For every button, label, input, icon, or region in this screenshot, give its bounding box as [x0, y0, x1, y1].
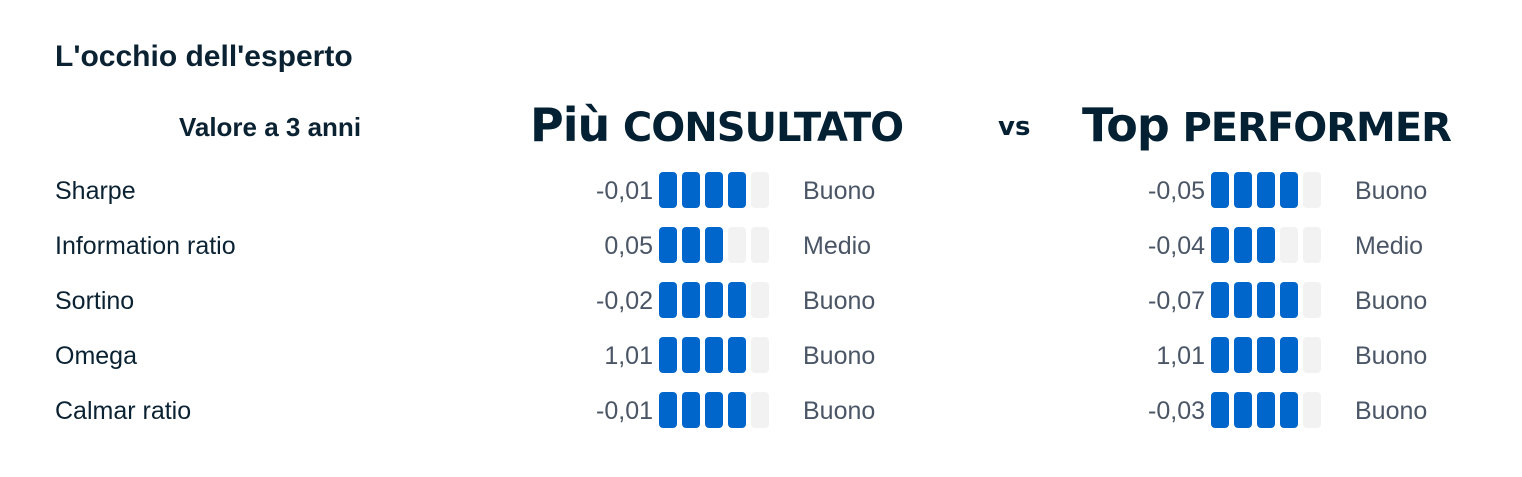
- rating-segment-empty: [1303, 282, 1321, 318]
- metric-label: Information ratio: [55, 232, 236, 260]
- right-status: Buono: [1355, 287, 1428, 315]
- rating-segment-filled: [1257, 337, 1275, 373]
- right-rating-bars: [1211, 392, 1321, 428]
- rating-segment-filled: [705, 282, 723, 318]
- right-rating-bars: [1211, 337, 1321, 373]
- rating-segment-filled: [728, 392, 746, 428]
- rating-segment-filled: [728, 172, 746, 208]
- right-value: -0,07: [1148, 287, 1205, 315]
- left-status: Medio: [803, 232, 872, 260]
- rating-segment-filled: [728, 282, 746, 318]
- rating-segment-filled: [705, 337, 723, 373]
- rating-segment-filled: [728, 337, 746, 373]
- rating-segment-filled: [659, 392, 677, 428]
- rating-segment-filled: [659, 227, 677, 263]
- header-left-rest: CONSULTATO: [622, 105, 904, 151]
- rating-segment-filled: [659, 337, 677, 373]
- rating-segment-filled: [1280, 282, 1298, 318]
- rating-segment-empty: [751, 172, 769, 208]
- left-value: 0,05: [604, 232, 653, 260]
- right-status: Buono: [1355, 177, 1428, 205]
- rating-segment-filled: [1211, 392, 1229, 428]
- metric-row: Sortino -0,02 Buono -0,07 Buono: [0, 280, 1522, 320]
- rating-segment-empty: [728, 227, 746, 263]
- rating-segment-filled: [1211, 337, 1229, 373]
- right-rating-bars: [1211, 227, 1321, 263]
- left-rating-bars: [659, 227, 769, 263]
- rating-segment-filled: [1211, 227, 1229, 263]
- right-rating-bars: [1211, 282, 1321, 318]
- right-value: -0,03: [1148, 397, 1205, 425]
- rating-segment-filled: [682, 392, 700, 428]
- rating-segment-filled: [1257, 227, 1275, 263]
- rating-segment-empty: [751, 282, 769, 318]
- rating-segment-empty: [751, 337, 769, 373]
- rating-segment-filled: [682, 227, 700, 263]
- rating-segment-filled: [1234, 227, 1252, 263]
- left-rating-bars: [659, 337, 769, 373]
- rating-segment-filled: [705, 172, 723, 208]
- rating-segment-empty: [1303, 227, 1321, 263]
- rating-segment-filled: [1211, 172, 1229, 208]
- right-status: Buono: [1355, 342, 1428, 370]
- period-label: Valore a 3 anni: [178, 112, 362, 142]
- rating-segment-empty: [1303, 172, 1321, 208]
- rating-segment-filled: [682, 337, 700, 373]
- rating-segment-empty: [1280, 227, 1298, 263]
- rating-segment-empty: [751, 392, 769, 428]
- right-status: Medio: [1355, 232, 1424, 260]
- header-right-bold: Top: [1082, 98, 1170, 152]
- right-status: Buono: [1355, 397, 1428, 425]
- metric-row: Calmar ratio -0,01 Buono -0,03 Buono: [0, 390, 1522, 430]
- rating-segment-filled: [1234, 392, 1252, 428]
- rating-segment-filled: [1280, 392, 1298, 428]
- left-status: Buono: [803, 342, 876, 370]
- rating-segment-filled: [1234, 282, 1252, 318]
- rating-segment-filled: [659, 172, 677, 208]
- rating-segment-filled: [1234, 337, 1252, 373]
- section-title: L'occhio dell'esperto: [55, 40, 353, 73]
- metric-label: Calmar ratio: [55, 397, 192, 425]
- metric-label: Sortino: [55, 287, 135, 315]
- left-status: Buono: [803, 287, 876, 315]
- rating-segment-empty: [1303, 392, 1321, 428]
- left-rating-bars: [659, 392, 769, 428]
- left-value: -0,02: [596, 287, 653, 315]
- metric-label: Sharpe: [55, 177, 136, 205]
- rating-segment-filled: [1257, 282, 1275, 318]
- rating-segment-filled: [705, 392, 723, 428]
- metric-row: Sharpe -0,01 Buono -0,05 Buono: [0, 170, 1522, 210]
- right-value: 1,01: [1156, 342, 1205, 370]
- left-value: -0,01: [596, 397, 653, 425]
- left-status: Buono: [803, 177, 876, 205]
- header-left-bold: Più: [530, 98, 610, 152]
- metric-row: Information ratio 0,05 Medio -0,04 Medio: [0, 225, 1522, 265]
- left-value: -0,01: [596, 177, 653, 205]
- left-status: Buono: [803, 397, 876, 425]
- rating-segment-filled: [1280, 172, 1298, 208]
- metric-label: Omega: [55, 342, 137, 370]
- rating-segment-empty: [1303, 337, 1321, 373]
- rating-segment-filled: [682, 172, 700, 208]
- header-top-performer: Top PERFORMER: [1082, 98, 1452, 152]
- vs-label: vs: [998, 112, 1031, 142]
- header-most-consulted: Più CONSULTATO: [530, 98, 904, 152]
- rating-segment-filled: [1280, 337, 1298, 373]
- left-rating-bars: [659, 282, 769, 318]
- rating-segment-filled: [1257, 172, 1275, 208]
- left-rating-bars: [659, 172, 769, 208]
- right-value: -0,05: [1148, 177, 1205, 205]
- right-value: -0,04: [1148, 232, 1205, 260]
- rating-segment-filled: [1257, 392, 1275, 428]
- rating-segment-filled: [1211, 282, 1229, 318]
- rating-segment-filled: [705, 227, 723, 263]
- right-rating-bars: [1211, 172, 1321, 208]
- metric-row: Omega 1,01 Buono 1,01 Buono: [0, 335, 1522, 375]
- left-value: 1,01: [604, 342, 653, 370]
- rating-segment-empty: [751, 227, 769, 263]
- rating-segment-filled: [659, 282, 677, 318]
- header-right-rest: PERFORMER: [1182, 105, 1451, 151]
- rating-segment-filled: [1234, 172, 1252, 208]
- rating-segment-filled: [682, 282, 700, 318]
